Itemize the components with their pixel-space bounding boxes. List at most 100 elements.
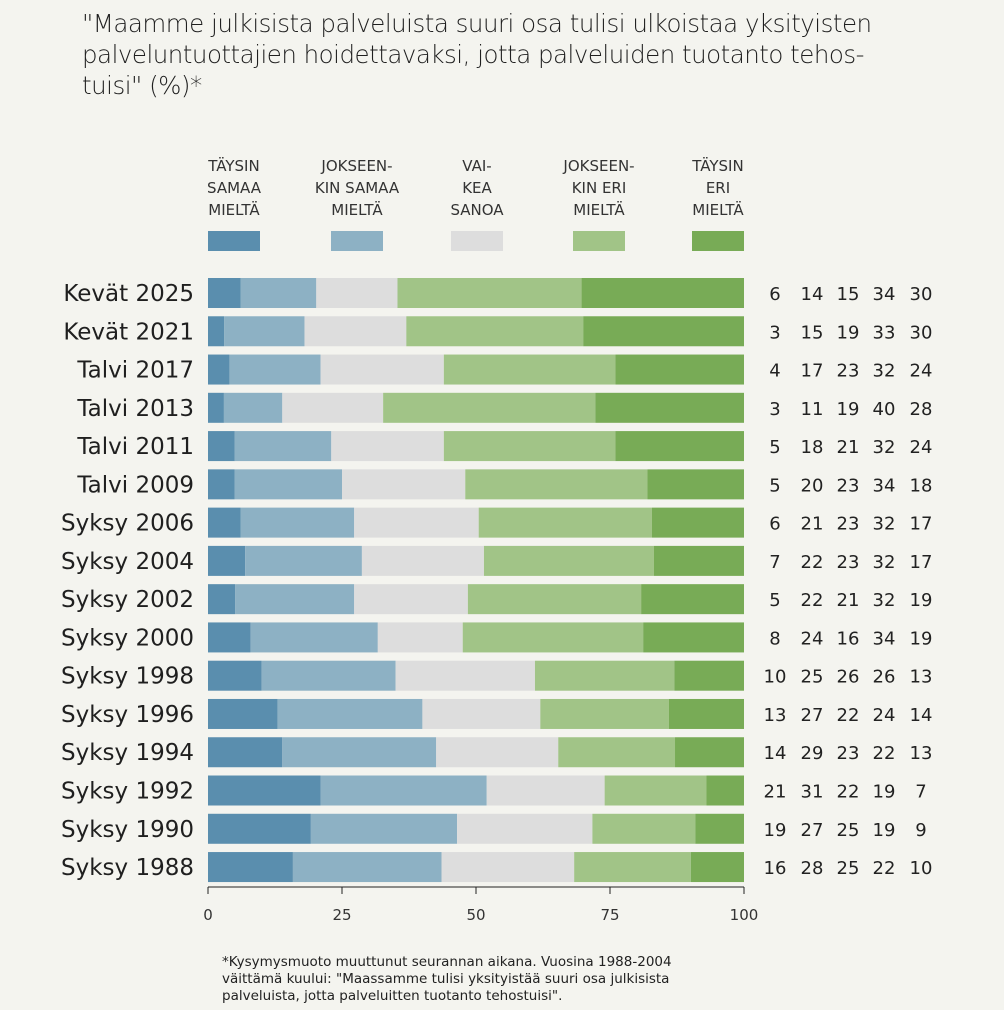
bar-segment: [443, 354, 616, 385]
data-label: 26: [873, 667, 896, 688]
data-label: 31: [801, 782, 824, 803]
footnote: *Kysymysmuoto muuttunut seurannan aikana…: [222, 954, 672, 1004]
data-label: 19: [837, 322, 860, 343]
data-label: 22: [837, 782, 860, 803]
legend-label: TÄYSIN ERI MIELTÄ: [692, 157, 744, 219]
data-label: 6: [769, 284, 780, 305]
data-label: 9: [915, 820, 926, 841]
data-label: 23: [837, 361, 860, 382]
bar-segment: [229, 354, 321, 385]
bar-segment: [457, 813, 593, 844]
bar-segment: [223, 392, 283, 423]
data-label: 5: [769, 475, 780, 496]
bar-segment: [304, 316, 407, 347]
bar-segment: [208, 316, 225, 347]
data-label: 24: [910, 437, 933, 458]
bar-segment: [240, 278, 317, 308]
category-label: Syksy 1992: [61, 779, 194, 805]
data-label: 14: [910, 705, 933, 726]
bar-segment: [261, 660, 396, 691]
bar-segment: [208, 431, 235, 462]
bar-segment: [465, 469, 648, 500]
legend-item-taysin-eri: TÄYSIN ERI MIELTÄ: [658, 153, 778, 251]
category-label: Syksy 2002: [61, 587, 194, 613]
legend-label: VAI- KEA SANOA: [450, 157, 504, 219]
bar-segment: [486, 775, 605, 806]
data-label: 33: [873, 322, 896, 343]
bar-segment: [277, 698, 423, 729]
data-label: 21: [837, 590, 860, 611]
data-label: 25: [837, 858, 860, 879]
data-label: 23: [837, 475, 860, 496]
bar-segment: [675, 737, 744, 768]
data-label: 17: [910, 514, 933, 535]
bar-segment: [540, 698, 669, 729]
bar-segment: [406, 316, 584, 347]
bar-segment: [395, 660, 535, 691]
category-label: Syksy 2006: [61, 511, 194, 537]
bar-segment: [208, 737, 283, 768]
bar-segment: [208, 622, 251, 653]
data-label: 32: [873, 437, 896, 458]
data-label: 10: [910, 858, 933, 879]
category-label: Talvi 2013: [76, 396, 194, 422]
bar-segment: [383, 392, 596, 423]
data-label: 19: [873, 820, 896, 841]
bar-segment: [534, 660, 675, 691]
bar-segment: [462, 622, 644, 653]
bar-segment: [282, 737, 437, 768]
data-label: 28: [801, 858, 824, 879]
data-label: 15: [801, 322, 824, 343]
data-label: 19: [910, 590, 933, 611]
data-label: 19: [873, 782, 896, 803]
category-label: Talvi 2011: [76, 434, 194, 460]
legend-item-jokseenkin-eri: JOKSEEN- KIN ERI MIELTÄ: [539, 153, 659, 251]
data-label: 40: [873, 399, 896, 420]
bar-segment: [316, 278, 398, 308]
data-label: 18: [801, 437, 824, 458]
data-label: 3: [769, 322, 780, 343]
data-label: 24: [873, 705, 896, 726]
bar-segment: [208, 660, 262, 691]
bar-segment: [581, 278, 744, 308]
bar-segment: [483, 545, 654, 576]
data-label: 22: [801, 590, 824, 611]
x-tick-label: 100: [730, 906, 759, 924]
bar-segment: [208, 392, 224, 423]
data-label: 13: [764, 705, 787, 726]
bar-segment: [234, 469, 342, 500]
x-tick-label: 25: [332, 906, 351, 924]
bar-segment: [706, 775, 744, 806]
bar-segment: [441, 852, 575, 883]
bar-segment: [422, 698, 541, 729]
bar-segment: [282, 392, 384, 423]
legend-swatch: [573, 231, 625, 251]
data-label: 34: [873, 475, 896, 496]
bar-segment: [651, 507, 744, 538]
data-label: 27: [801, 820, 824, 841]
bar-segment: [377, 622, 463, 653]
bar-segment: [592, 813, 696, 844]
bar-segment: [208, 775, 321, 806]
legend-label: JOKSEEN- KIN ERI MIELTÄ: [563, 157, 635, 219]
legend-swatch: [451, 231, 503, 251]
bar-segment: [240, 507, 355, 538]
bar-segment: [208, 584, 236, 615]
bar-segment: [443, 431, 616, 462]
bar-segment: [653, 545, 744, 576]
bar-segment: [320, 775, 487, 806]
data-label: 21: [764, 782, 787, 803]
legend-swatch: [331, 231, 383, 251]
data-label: 30: [910, 284, 933, 305]
data-label: 25: [837, 820, 860, 841]
category-label: Syksy 1990: [61, 817, 194, 843]
legend-item-vaikea-sanoa: VAI- KEA SANOA: [417, 153, 537, 251]
data-label: 32: [873, 590, 896, 611]
bar-segment: [208, 698, 278, 729]
category-label: Syksy 1996: [61, 702, 194, 728]
data-label: 23: [837, 743, 860, 764]
category-label: Syksy 2004: [61, 549, 194, 575]
bar-segment: [643, 622, 744, 653]
bar-segment: [615, 431, 744, 462]
